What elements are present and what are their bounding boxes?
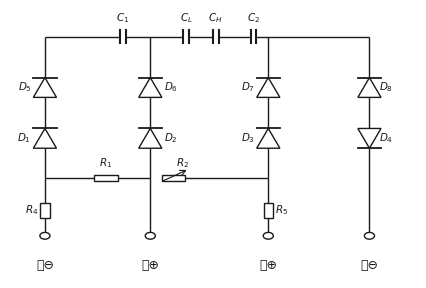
Polygon shape [33, 78, 56, 97]
Text: $R_1$: $R_1$ [99, 156, 112, 170]
Text: $D_4$: $D_4$ [378, 131, 392, 145]
Polygon shape [33, 128, 56, 148]
Text: 绿⊕: 绿⊕ [259, 259, 276, 272]
Bar [94, 175, 117, 181]
Text: $D_2$: $D_2$ [164, 131, 177, 145]
Text: $D_3$: $D_3$ [240, 131, 254, 145]
Text: 黄⊖: 黄⊖ [36, 259, 54, 272]
Polygon shape [138, 128, 161, 148]
Text: $R_4$: $R_4$ [25, 204, 38, 217]
Text: $R_2$: $R_2$ [175, 156, 188, 170]
Polygon shape [256, 78, 279, 97]
Text: $D_6$: $D_6$ [164, 81, 178, 94]
Circle shape [145, 232, 155, 239]
Text: $D_1$: $D_1$ [17, 131, 32, 145]
Text: $C_L$: $C_L$ [179, 12, 192, 25]
Text: 蓝⊖: 蓝⊖ [360, 259, 377, 272]
Polygon shape [357, 78, 380, 97]
Text: $C_2$: $C_2$ [246, 12, 259, 25]
Text: $C_1$: $C_1$ [116, 12, 129, 25]
Text: 红⊕: 红⊕ [141, 259, 159, 272]
Text: $D_5$: $D_5$ [17, 81, 32, 94]
Circle shape [40, 232, 50, 239]
Polygon shape [256, 128, 279, 148]
Polygon shape [357, 128, 380, 148]
Text: $D_8$: $D_8$ [378, 81, 392, 94]
Text: $R_5$: $R_5$ [274, 204, 288, 217]
Text: $C_H$: $C_H$ [208, 12, 222, 25]
Circle shape [363, 232, 374, 239]
Bar [161, 175, 184, 181]
Bar [263, 202, 272, 218]
Bar [40, 202, 49, 218]
Text: $D_7$: $D_7$ [240, 81, 254, 94]
Circle shape [262, 232, 273, 239]
Polygon shape [138, 78, 161, 97]
